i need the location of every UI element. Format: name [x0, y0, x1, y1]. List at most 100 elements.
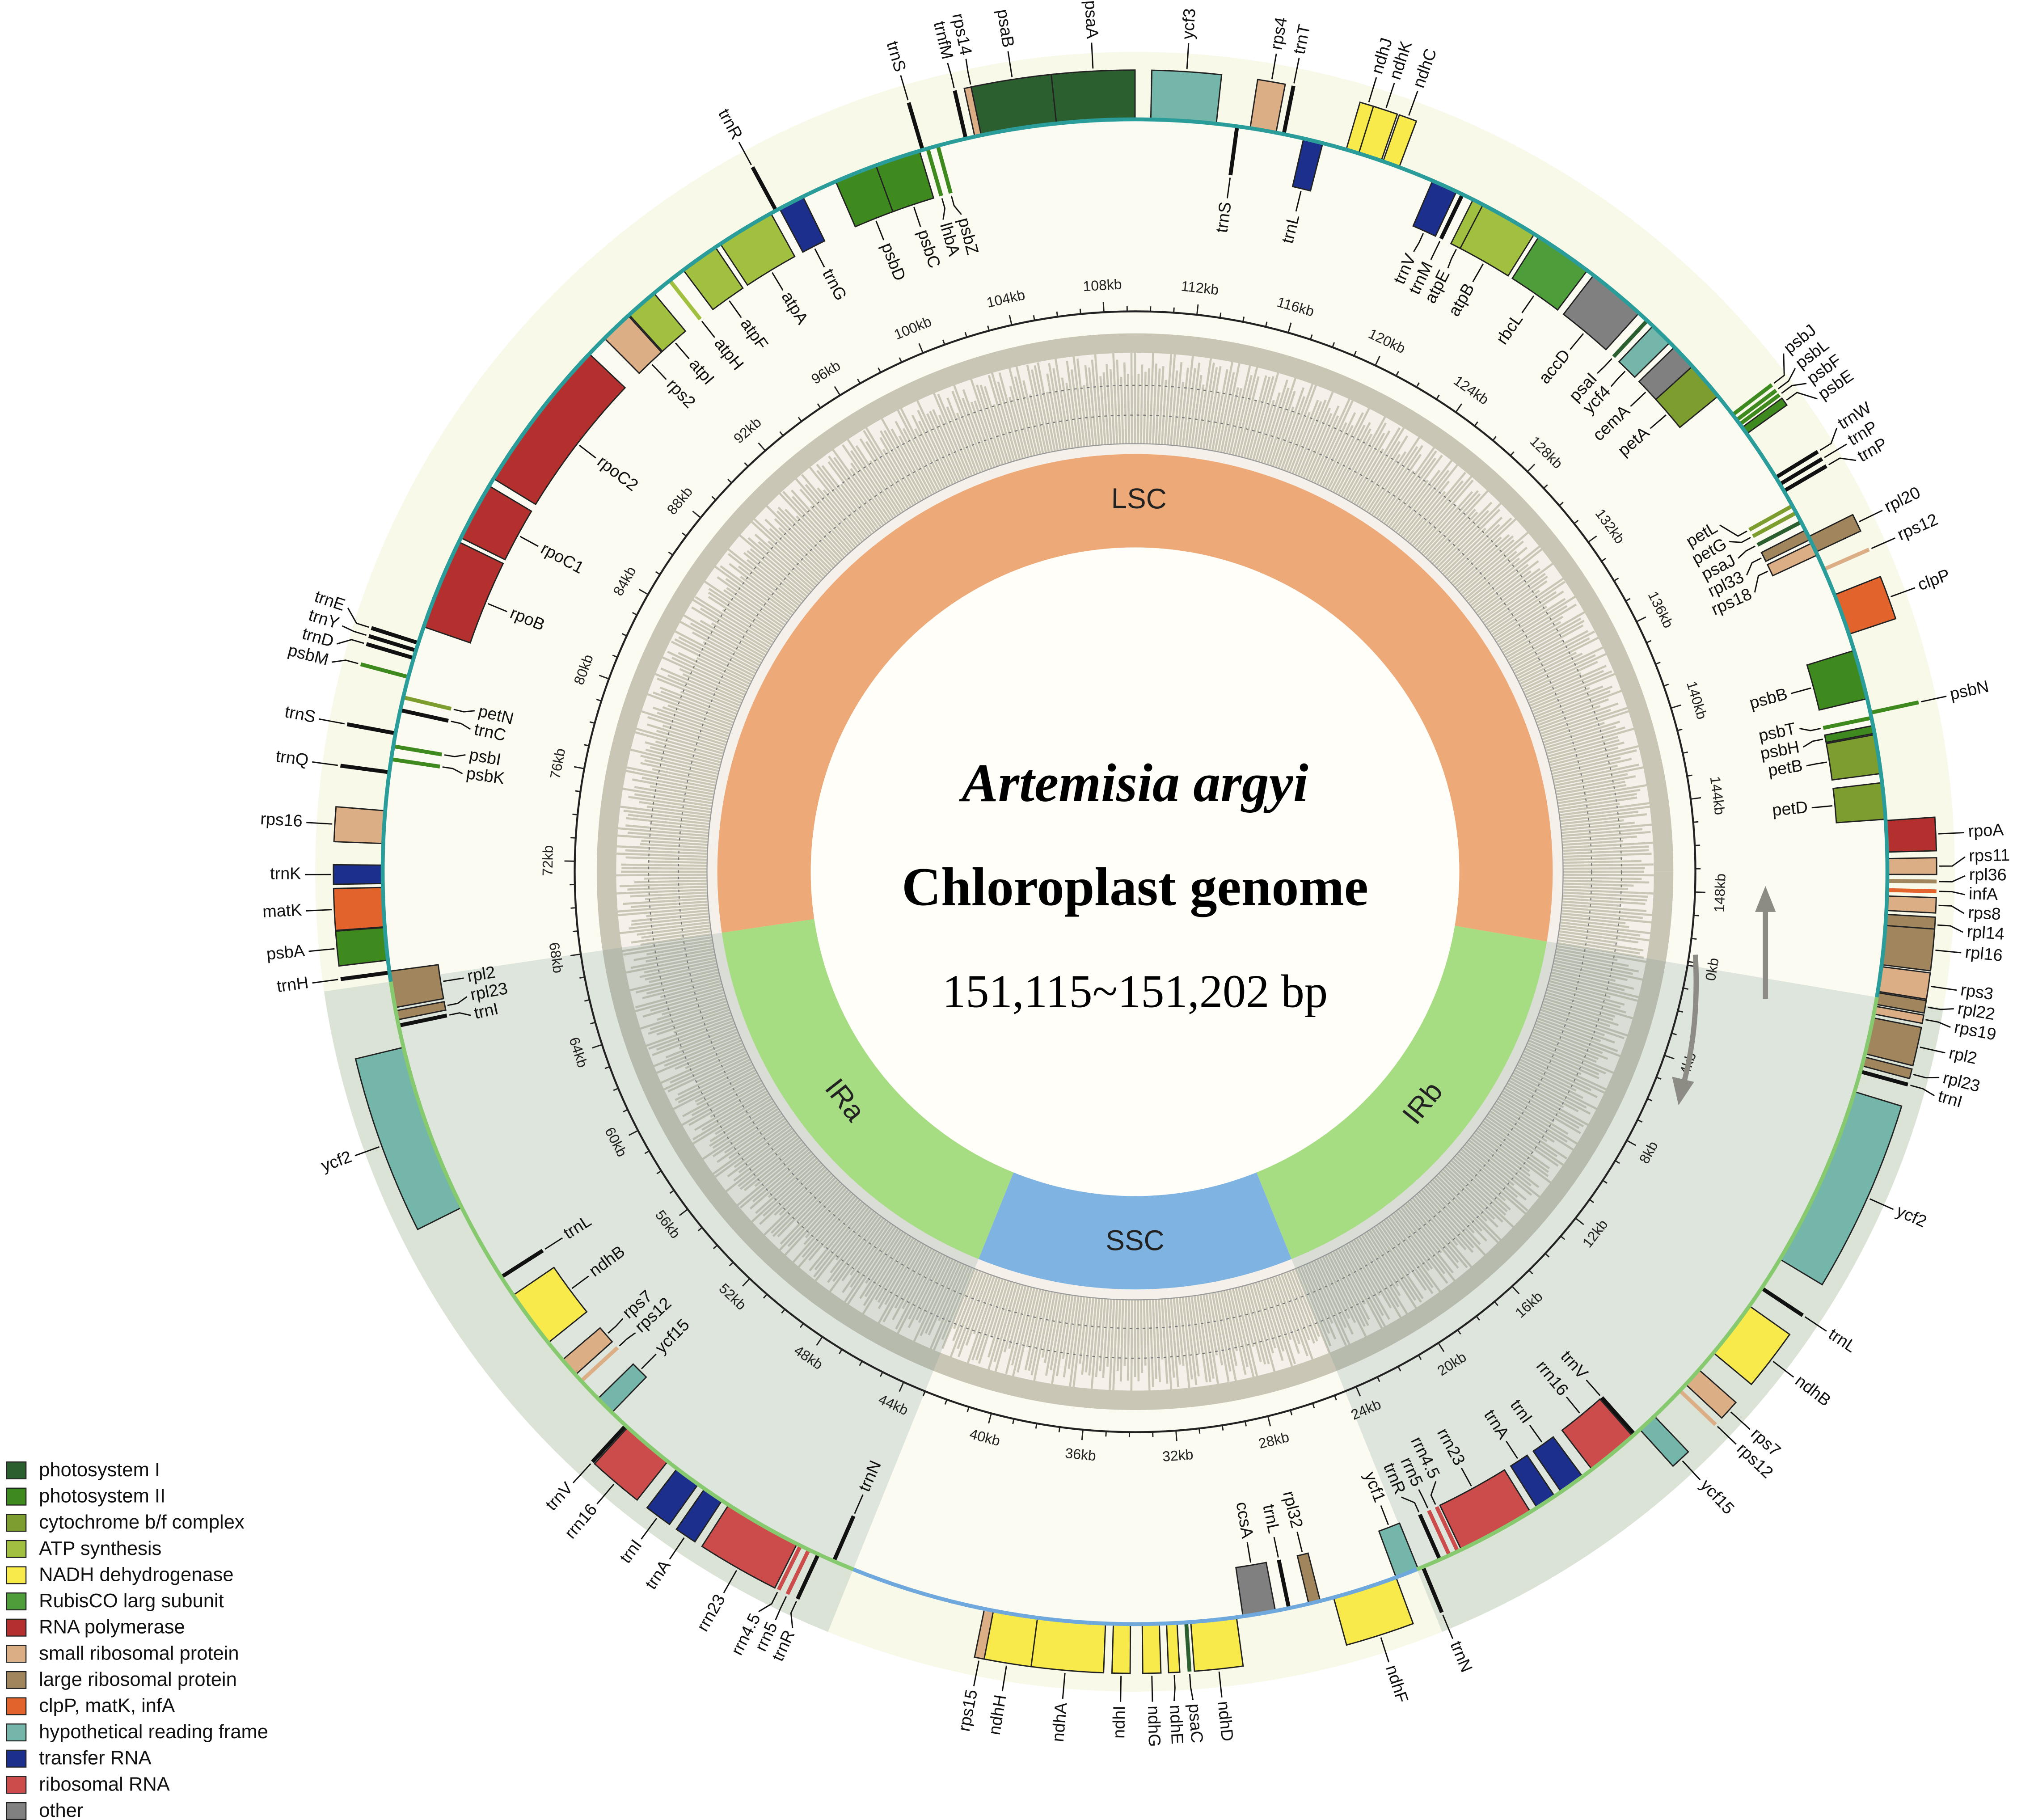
gene-leader — [1226, 177, 1231, 198]
gene-leader — [1891, 587, 1916, 597]
gene-label: ndhI — [1109, 1706, 1128, 1739]
gene-label: ndhA — [1048, 1702, 1071, 1743]
gene-line — [1748, 504, 1793, 532]
gene-leader — [487, 603, 507, 612]
gene-leader — [1430, 241, 1441, 260]
gene-line — [591, 1424, 628, 1463]
gc-content — [608, 340, 1663, 1402]
gene-line — [500, 1249, 544, 1279]
gene-leader — [1442, 1614, 1454, 1639]
gene-leader — [347, 608, 369, 628]
gene-leader — [1781, 383, 1807, 394]
gene-leader — [1802, 739, 1823, 748]
gene-label: ndhD — [1214, 1700, 1237, 1742]
gene-leader — [729, 300, 742, 318]
ir-shading — [1290, 941, 1944, 1632]
legend-swatch — [6, 1802, 27, 1820]
gene-label: trnQ — [275, 747, 310, 769]
genome-circle — [388, 981, 854, 1571]
gene-label: ycf3 — [1178, 8, 1198, 40]
legend-swatch — [6, 1592, 27, 1611]
gene-block — [1166, 1622, 1181, 1674]
gene-line — [1228, 126, 1239, 176]
legend-label: small ribosomal protein — [39, 1643, 239, 1664]
gene-leader — [449, 1012, 471, 1016]
legend-swatch — [6, 1461, 27, 1480]
gene-block — [333, 864, 384, 885]
gene-leader — [1939, 856, 1966, 867]
gene-leader — [579, 444, 596, 459]
gene-leader — [1920, 1046, 1945, 1054]
gene-line — [400, 708, 449, 723]
gene-leader — [1566, 1396, 1580, 1414]
gene-leader — [1939, 891, 1965, 895]
gene-line — [366, 642, 414, 660]
gene-leader — [619, 1332, 636, 1347]
gene-leader — [973, 1660, 980, 1686]
gene-block — [1886, 895, 1937, 914]
gene-leader — [772, 272, 784, 291]
gc-inner-line — [706, 443, 1564, 1301]
gene-leader — [336, 639, 364, 645]
gene-leader — [1871, 537, 1896, 549]
gene-leader — [1786, 392, 1818, 401]
legend-swatch — [6, 1487, 27, 1506]
gene-leader — [1273, 1537, 1279, 1558]
gene-leader — [1938, 832, 1965, 835]
gene-line — [1860, 1069, 1909, 1087]
gene-leader — [1630, 392, 1646, 407]
gene-leader — [544, 1237, 563, 1250]
gene-leader — [308, 948, 335, 952]
gene-label: matK — [262, 900, 302, 921]
gene-line — [580, 1346, 619, 1383]
gene-label: psaC — [1185, 1703, 1207, 1744]
gene-leader — [354, 1146, 380, 1157]
legend-label: ribosomal RNA — [39, 1774, 170, 1795]
gene-leader — [1610, 371, 1626, 387]
gene-leader — [1271, 53, 1277, 80]
gene-leader — [572, 1463, 591, 1483]
legend-label: other — [39, 1800, 83, 1820]
gene-label: trnH — [275, 973, 309, 996]
gene-leader — [1246, 1542, 1252, 1563]
gene-leader — [1368, 77, 1377, 103]
legend-swatch — [6, 1514, 27, 1532]
gene-leader — [651, 364, 667, 380]
gene-leader — [1859, 510, 1883, 523]
legend-swatch — [6, 1566, 27, 1584]
kb-label: 32kb — [1162, 1446, 1194, 1465]
gene-leader — [1380, 1637, 1390, 1663]
legend-label: ATP synthesis — [39, 1538, 161, 1559]
gene-block — [1885, 816, 1937, 853]
kb-label: 36kb — [1064, 1445, 1097, 1464]
gene-leader — [1189, 1674, 1194, 1700]
gene-leader — [854, 1494, 864, 1514]
gene-leader — [950, 195, 962, 215]
gene-line — [1418, 1513, 1442, 1561]
gene-leader — [1935, 950, 1962, 954]
gene-leader — [1824, 443, 1847, 458]
gene-leader — [342, 625, 367, 636]
kb-ring — [574, 310, 1696, 1433]
gene-leader — [738, 142, 752, 165]
region-label: LSC — [1111, 482, 1167, 515]
gene-leader — [1521, 295, 1535, 313]
gene-label: psaA — [1081, 0, 1102, 39]
gene-block — [1881, 925, 1936, 972]
gene-line — [907, 102, 925, 151]
gene-block — [1190, 1616, 1244, 1672]
gene-leader — [1430, 1481, 1437, 1505]
legend-label: cytochrome b/f complex — [39, 1512, 245, 1533]
gene-line — [668, 279, 702, 321]
gene-block — [1832, 782, 1886, 823]
gene-leader — [1380, 1505, 1389, 1525]
gene-leader — [1790, 687, 1811, 694]
gene-leader — [451, 721, 471, 730]
gene-block — [333, 806, 386, 845]
gene-line — [360, 662, 409, 679]
gene-line — [1731, 383, 1773, 417]
gene-label: rpl36 — [1969, 865, 2007, 884]
gene-block — [333, 887, 386, 931]
region-label: SSC — [1106, 1225, 1164, 1257]
gene-leader — [1218, 1671, 1223, 1698]
